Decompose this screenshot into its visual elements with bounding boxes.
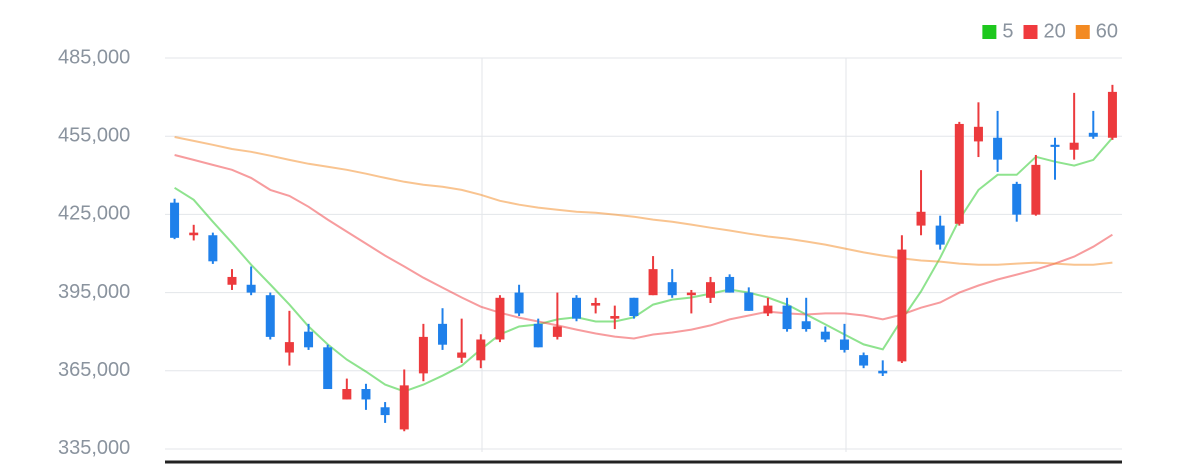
candle-body (973, 126, 983, 142)
candle-body (552, 326, 562, 337)
candle-body (457, 352, 467, 358)
candle-body (782, 305, 792, 330)
candle-body (1107, 91, 1117, 138)
candle-body (1031, 164, 1041, 215)
candle-body (438, 323, 448, 345)
candle-body (227, 276, 237, 285)
legend-swatch (982, 25, 997, 39)
candle-body (897, 249, 907, 362)
candle-body (533, 323, 543, 348)
legend-swatch (1075, 25, 1090, 39)
candle-body (1069, 142, 1079, 150)
y-tick-label: 425,000 (58, 203, 130, 225)
candle-body (705, 282, 715, 298)
candle-body (265, 295, 275, 337)
candle-body (610, 316, 620, 319)
candle-body (361, 389, 371, 400)
candle-body (763, 305, 773, 314)
candle-body (304, 331, 314, 348)
candle-body (572, 297, 582, 319)
candle-body (514, 292, 524, 314)
candle-body (686, 292, 696, 296)
candle-body (342, 389, 352, 400)
y-tick-label: 365,000 (58, 359, 130, 381)
grid: 335,000 365,000 395,000 425,000 455,000 485,0… (58, 46, 1122, 459)
candle-body (725, 276, 735, 293)
y-tick-label: 455,000 (58, 124, 130, 146)
legend-label: 20 (1044, 20, 1066, 42)
candle-body (667, 282, 677, 296)
ma-line (174, 154, 1113, 340)
legend: 60 20 5 (982, 20, 1118, 42)
candle-body (878, 370, 888, 374)
candle-body (323, 347, 333, 390)
candle-body (648, 269, 658, 296)
candle-body (916, 211, 926, 226)
candle-body (476, 339, 486, 361)
y-tick-label: 335,000 (58, 437, 130, 459)
candle-body (744, 292, 754, 311)
candle-body (820, 331, 830, 340)
candle-body (284, 342, 294, 353)
y-tick-label: 395,000 (58, 281, 130, 303)
candle-body (208, 235, 218, 262)
legend-label: 60 (1096, 20, 1118, 42)
candles (170, 84, 1117, 432)
ma-line (174, 136, 1113, 266)
candle-body (495, 297, 505, 340)
legend-swatch (1023, 25, 1038, 39)
candle-body (591, 303, 601, 306)
candle-body (859, 355, 869, 366)
candle-body (418, 336, 428, 374)
legend-label: 5 (1002, 20, 1013, 42)
candle-body (170, 202, 180, 238)
candle-body (1012, 183, 1022, 215)
candle-body (380, 407, 390, 416)
candle-body (839, 339, 849, 350)
candle-body (1088, 132, 1098, 137)
candle-body (801, 321, 811, 330)
candle-body (1050, 144, 1060, 147)
candle-body (954, 123, 964, 224)
candle-body (399, 385, 409, 430)
y-tick-label: 485,000 (58, 46, 130, 68)
ma-line (174, 137, 1114, 393)
ma-lines (174, 136, 1114, 393)
candle-body (189, 232, 199, 236)
candle-body (935, 225, 945, 245)
candle-body (629, 297, 639, 317)
candle-body (246, 284, 256, 293)
candle-body (993, 137, 1003, 160)
